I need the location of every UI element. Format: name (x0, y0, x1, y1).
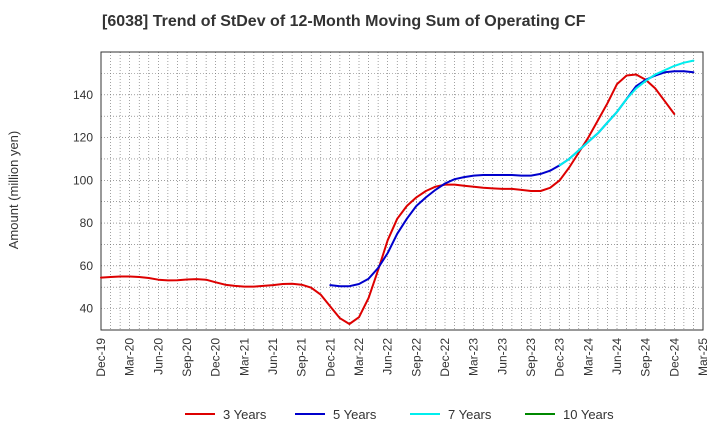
series-line-7-years (558, 59, 695, 167)
y-tick-label: 80 (80, 216, 94, 230)
x-tick-label: Jun-20 (151, 338, 165, 375)
legend-label: 5 Years (333, 407, 377, 422)
x-tick-label: Jun-22 (381, 338, 395, 375)
x-tick-label: Dec-23 (553, 338, 567, 377)
series-line-3-years (100, 73, 676, 325)
y-tick-label: 40 (80, 302, 94, 316)
plot-frame (100, 51, 704, 331)
y-axis: 40 60 80 100 120 140 (73, 88, 93, 316)
x-tick-label: Jun-21 (266, 338, 280, 375)
x-axis: Dec-19 Mar-20 Jun-20 Sep-20 Dec-20 Mar-21 Jun-… (94, 338, 710, 377)
x-tick-label: Dec-24 (667, 338, 681, 377)
y-tick-label: 60 (80, 259, 94, 273)
x-tick-label: Mar-22 (352, 338, 366, 376)
x-tick-label: Sep-24 (639, 338, 653, 377)
x-tick-label: Dec-22 (438, 338, 452, 377)
series-lines (100, 59, 695, 325)
grid (101, 52, 703, 330)
x-tick-label: Jun-23 (495, 338, 509, 375)
x-tick-label: Sep-23 (524, 338, 538, 377)
legend-label: 3 Years (223, 407, 267, 422)
x-tick-label: Mar-20 (123, 338, 137, 376)
y-tick-label: 140 (73, 88, 93, 102)
x-tick-label: Mar-23 (467, 338, 481, 376)
legend: 3 Years 5 Years 7 Years 10 Years (185, 407, 614, 422)
y-axis-title: Amount (million yen) (6, 131, 21, 250)
y-tick-label: 100 (73, 173, 93, 187)
chart-title: [6038] Trend of StDev of 12-Month Moving… (102, 13, 586, 30)
x-tick-label: Sep-20 (180, 338, 194, 377)
x-tick-label: Mar-24 (581, 338, 595, 376)
legend-label: 7 Years (448, 407, 492, 422)
x-tick-label: Mar-25 (696, 338, 710, 376)
x-tick-label: Sep-21 (295, 338, 309, 377)
y-tick-label: 120 (73, 131, 93, 145)
x-tick-label: Sep-22 (409, 338, 423, 377)
legend-label: 10 Years (563, 407, 614, 422)
x-tick-label: Dec-19 (94, 338, 108, 377)
x-tick-label: Dec-21 (323, 338, 337, 377)
x-tick-label: Jun-24 (610, 338, 624, 375)
x-tick-label: Dec-20 (209, 338, 223, 377)
x-tick-label: Mar-21 (237, 338, 251, 376)
